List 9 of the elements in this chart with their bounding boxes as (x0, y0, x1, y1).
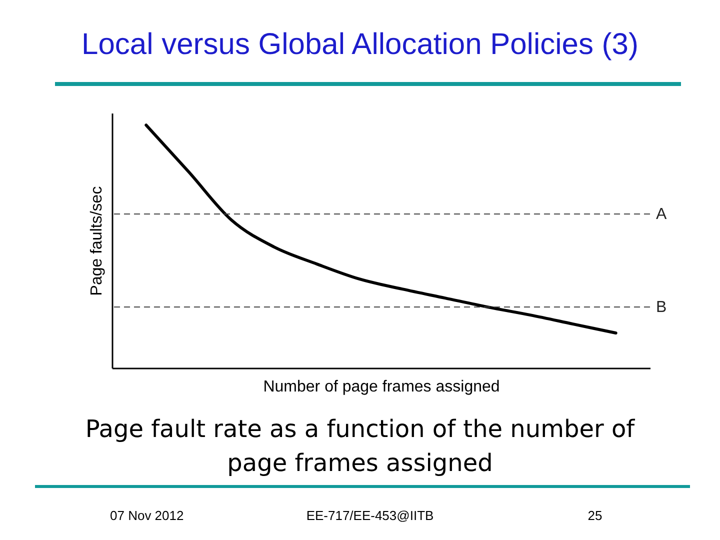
text: Page fault rate as a function of the number of page frames assigned (84, 414, 636, 479)
text: 25 (586, 508, 604, 523)
y-axis-title: Page faults/sec (88, 186, 106, 296)
text: EE-717/EE-453@IITB (305, 508, 435, 523)
ref-line-label: B (656, 299, 667, 316)
chart-title: Local versus Global Allocation Policies (3) (80, 28, 640, 62)
x-axis-title: Number of page frames assigned (263, 378, 500, 396)
ref-line-label: A (656, 206, 667, 224)
text: 07 Nov 2012 (110, 508, 184, 523)
